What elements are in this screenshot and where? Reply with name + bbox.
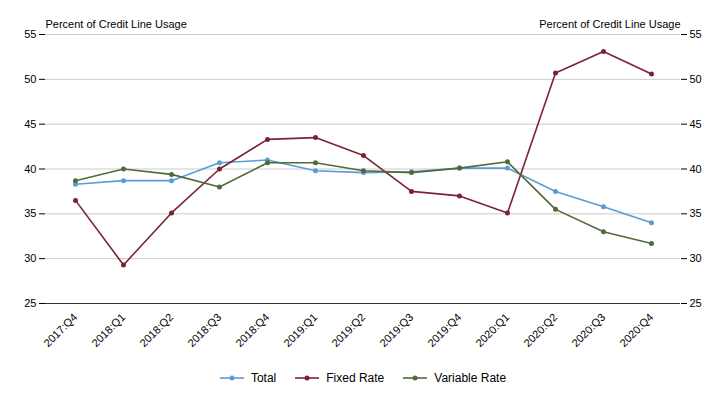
svg-text:2020:Q2: 2020:Q2 xyxy=(521,311,559,349)
svg-text:2019:Q2: 2019:Q2 xyxy=(329,311,367,349)
svg-text:45: 45 xyxy=(24,118,36,130)
svg-text:2018:Q4: 2018:Q4 xyxy=(233,311,271,349)
svg-text:25: 25 xyxy=(690,297,702,309)
svg-text:Percent of Credit Line Usage: Percent of Credit Line Usage xyxy=(539,18,680,30)
svg-text:50: 50 xyxy=(690,73,702,85)
svg-text:25: 25 xyxy=(24,297,36,309)
svg-text:30: 30 xyxy=(690,252,702,264)
svg-text:2017:Q4: 2017:Q4 xyxy=(41,311,79,349)
svg-text:45: 45 xyxy=(690,118,702,130)
html-text:Total: Total xyxy=(250,371,277,385)
svg-text:2018:Q3: 2018:Q3 xyxy=(185,311,223,349)
svg-text:35: 35 xyxy=(24,207,36,219)
svg-text:2018:Q2: 2018:Q2 xyxy=(137,311,175,349)
svg-text:30: 30 xyxy=(24,252,36,264)
svg-text:55: 55 xyxy=(24,28,36,40)
svg-text:40: 40 xyxy=(24,163,36,175)
svg-text:2020:Q1: 2020:Q1 xyxy=(473,311,511,349)
svg-text:55: 55 xyxy=(690,28,702,40)
svg-text:2020:Q3: 2020:Q3 xyxy=(569,311,607,349)
svg-text:Percent of Credit Line Usage: Percent of Credit Line Usage xyxy=(46,18,187,30)
svg-text:2019:Q1: 2019:Q1 xyxy=(281,311,319,349)
svg-text:35: 35 xyxy=(690,207,702,219)
svg-text:2020:Q4: 2020:Q4 xyxy=(617,311,655,349)
svg-text:2019:Q3: 2019:Q3 xyxy=(377,311,415,349)
svg-text:2018:Q1: 2018:Q1 xyxy=(89,311,127,349)
svg-text:50: 50 xyxy=(24,73,36,85)
html-text:Variable Rate: Variable Rate xyxy=(434,371,507,385)
html-text:Fixed Rate: Fixed Rate xyxy=(326,371,385,385)
svg-text:2019:Q4: 2019:Q4 xyxy=(425,311,463,349)
svg-text:40: 40 xyxy=(690,163,702,175)
